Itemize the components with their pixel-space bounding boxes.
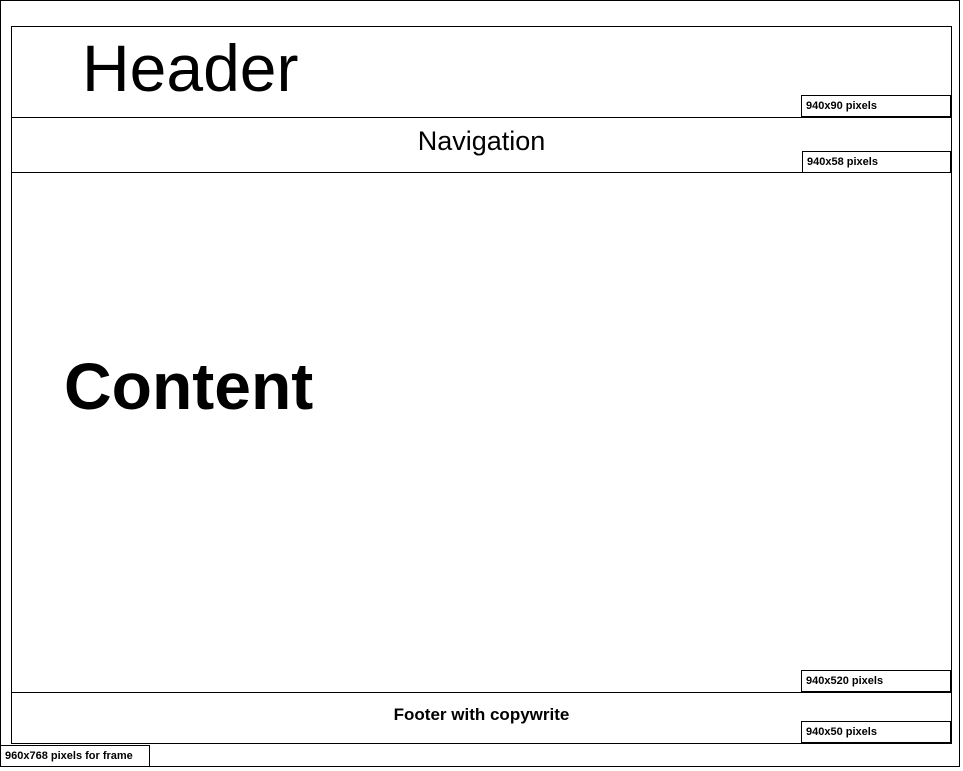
footer-title: Footer with copywrite xyxy=(393,705,570,724)
footer-size-label: 940x50 pixels xyxy=(801,721,951,743)
content-region: Content xyxy=(11,172,952,693)
header-size-label: 940x90 pixels xyxy=(801,95,951,117)
frame-size-label: 960x768 pixels for frame xyxy=(0,745,150,767)
header-title: Header xyxy=(82,31,299,105)
navigation-size-label: 940x58 pixels xyxy=(802,151,951,173)
content-size-label: 940x520 pixels xyxy=(801,670,951,692)
content-title: Content xyxy=(64,349,314,423)
navigation-title: Navigation xyxy=(417,126,546,156)
footer-region: Footer with copywrite xyxy=(11,692,952,744)
